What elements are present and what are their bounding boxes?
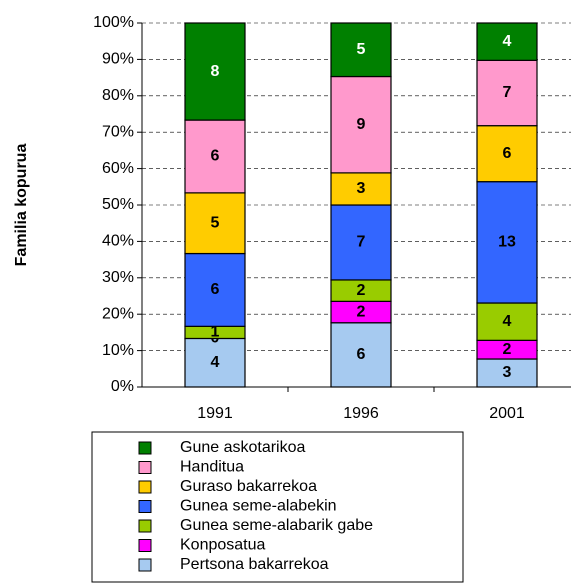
data-label: 5 — [211, 214, 220, 231]
bar-segment — [184, 252, 246, 327]
data-label: 6 — [503, 145, 512, 162]
legend-label: Guraso bakarrekoa — [180, 478, 317, 495]
bar-segment — [330, 75, 392, 174]
legend-swatch — [138, 539, 152, 552]
y-tick-label: 40% — [102, 233, 134, 250]
legend-label: Gunea seme-alabarik gabe — [180, 517, 373, 534]
data-label: 7 — [503, 84, 512, 101]
legend-swatch — [138, 461, 152, 474]
data-label: 6 — [211, 148, 220, 165]
legend-label: Konposatua — [180, 537, 266, 554]
data-label: 5 — [357, 41, 366, 58]
data-label: 6 — [357, 346, 366, 363]
data-label: 4 — [503, 313, 512, 330]
data-label: 4 — [211, 354, 220, 371]
data-label: 7 — [357, 234, 366, 251]
y-tick-label: 60% — [102, 160, 134, 177]
data-label: 13 — [498, 234, 516, 251]
y-tick-label: 10% — [102, 342, 134, 359]
y-tick-label: 80% — [102, 87, 134, 104]
bar-segment — [476, 181, 538, 304]
y-axis-label: Familia kopurua — [13, 144, 30, 267]
bar-segment — [184, 192, 246, 255]
x-tick-label: 1991 — [197, 405, 233, 422]
legend-label: Handitua — [180, 459, 244, 476]
legend-swatch — [138, 441, 152, 455]
data-label: 6 — [211, 281, 220, 298]
legend-label: Gunea seme-alabekin — [180, 498, 337, 515]
bar-segment — [476, 59, 538, 127]
data-label: 8 — [211, 63, 220, 80]
bar-segment — [184, 119, 246, 194]
y-tick-label: 50% — [102, 196, 134, 213]
bar-segment — [476, 358, 538, 388]
y-tick-label: 100% — [93, 14, 134, 31]
legend-box — [91, 431, 464, 583]
x-tick-label: 1996 — [343, 405, 379, 422]
legend-swatch — [138, 558, 152, 572]
legend-label: Gune askotarikoa — [180, 439, 306, 456]
legend-swatch — [138, 480, 152, 494]
legend-swatch — [138, 500, 152, 513]
bar-segment — [330, 172, 392, 206]
data-label: 3 — [357, 180, 366, 197]
data-label: 2 — [503, 341, 512, 358]
y-tick-label: 70% — [102, 123, 134, 140]
data-label: 4 — [503, 33, 512, 50]
data-label: 3 — [503, 364, 512, 381]
data-label: 2 — [357, 282, 366, 299]
y-tick-label: 30% — [102, 269, 134, 286]
bar-segment — [330, 204, 392, 281]
data-label: 9 — [357, 116, 366, 133]
data-label: 1 — [211, 324, 220, 341]
bar-segment — [330, 22, 392, 78]
legend-label: Pertsona bakarrekoa — [180, 556, 329, 573]
bar-segment — [184, 22, 246, 121]
y-tick-label: 0% — [111, 378, 134, 395]
x-tick-label: 2001 — [489, 405, 525, 422]
bar-segment — [184, 337, 246, 388]
data-label: 2 — [357, 303, 366, 320]
legend-swatch — [138, 519, 152, 533]
y-tick-label: 90% — [102, 51, 134, 68]
y-tick-label: 20% — [102, 305, 134, 322]
bar-segment — [330, 322, 392, 388]
bar-segment — [476, 22, 538, 61]
